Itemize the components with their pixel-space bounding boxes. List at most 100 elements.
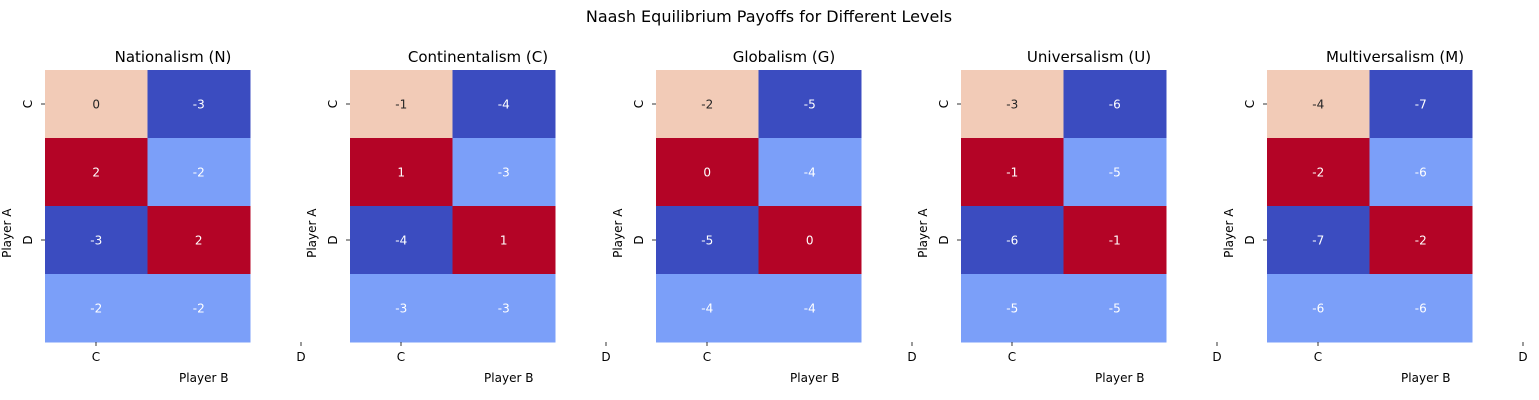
x-tick-label: D — [907, 350, 916, 364]
panel-title: Nationalism (N) — [115, 48, 232, 66]
heatmap-cell — [452, 70, 556, 139]
heatmap-cell — [1063, 70, 1167, 139]
cell-value-label: -4 — [395, 234, 407, 248]
heatmap-cell — [1267, 206, 1370, 275]
y-tick-label: D — [937, 235, 951, 244]
heatmap-cell — [1063, 274, 1167, 343]
cell-value-label: -3 — [1006, 98, 1018, 112]
heatmap-cell — [1063, 138, 1167, 207]
cell-value-label: -4 — [804, 302, 816, 316]
cell-value-label: 0 — [92, 98, 100, 112]
heatmap-cell — [758, 70, 862, 139]
y-axis-label: Player A — [1222, 208, 1236, 258]
heatmap-cell — [350, 70, 453, 139]
heatmap-panel-1: Nationalism (N) 0 -3 2 -2 -3 2 -2 -2 C D C D Player B… — [0, 48, 306, 385]
y-tick-label: C — [326, 100, 340, 108]
cell-value-label: -5 — [701, 234, 713, 248]
cell-value-label: -3 — [90, 234, 102, 248]
cell-value-label: -4 — [1312, 98, 1324, 112]
x-tick-label: C — [1314, 350, 1322, 364]
heatmap-cell — [350, 206, 453, 275]
heatmap-cell — [1369, 70, 1473, 139]
x-tick-label: C — [397, 350, 405, 364]
heatmap-panel-2: Continentalism (C) -1 -4 1 -3 -4 1 -3 -3 C D C D Play… — [305, 48, 611, 385]
heatmap-cell — [961, 70, 1064, 139]
y-tick-label: C — [937, 100, 951, 108]
heatmap-cell — [452, 206, 556, 275]
y-tick-label: D — [21, 235, 35, 244]
heatmap-cell — [350, 138, 453, 207]
y-axis-label: Player A — [305, 208, 319, 258]
y-axis-label: Player A — [916, 208, 930, 258]
heatmap-panel-3: Globalism (G) -2 -5 0 -4 -5 0 -4 -4 C D C D Player B P… — [611, 48, 917, 385]
cell-value-label: 2 — [92, 166, 100, 180]
y-axis-label: Player A — [0, 208, 14, 258]
cell-value-label: -7 — [1415, 98, 1427, 112]
cell-value-label: -1 — [1109, 234, 1121, 248]
cell-value-label: -5 — [1006, 302, 1018, 316]
y-tick-label: D — [1243, 235, 1257, 244]
heatmap-cell — [45, 274, 148, 343]
heatmap-cell — [350, 274, 453, 343]
x-tick-label: C — [1008, 350, 1016, 364]
cell-value-label: 0 — [806, 234, 814, 248]
heatmap-cell — [147, 70, 251, 139]
x-axis-label: Player B — [179, 371, 228, 385]
heatmap-cell — [1267, 274, 1370, 343]
panel-title: Universalism (U) — [1027, 48, 1151, 66]
cell-value-label: -3 — [395, 302, 407, 316]
cell-value-label: -2 — [1415, 234, 1427, 248]
x-tick-label: C — [92, 350, 100, 364]
heatmap-cell — [45, 206, 148, 275]
cell-value-label: -3 — [498, 302, 510, 316]
y-axis-label: Player A — [611, 208, 625, 258]
heatmap-cell — [1369, 274, 1473, 343]
cell-value-label: -6 — [1415, 302, 1427, 316]
heatmap-cell — [758, 274, 862, 343]
panel-title: Continentalism (C) — [408, 48, 548, 66]
cell-value-label: 2 — [195, 234, 203, 248]
cell-value-label: -2 — [193, 302, 205, 316]
y-tick-label: C — [21, 100, 35, 108]
cell-value-label: 1 — [500, 234, 508, 248]
panel-title: Multiversalism (M) — [1326, 48, 1464, 66]
cell-value-label: -5 — [1109, 166, 1121, 180]
heatmap-cell — [656, 70, 759, 139]
cell-value-label: -7 — [1312, 234, 1324, 248]
cell-value-label: -6 — [1415, 166, 1427, 180]
y-tick-label: C — [632, 100, 646, 108]
cell-value-label: -6 — [1312, 302, 1324, 316]
heatmap-cell — [45, 138, 148, 207]
heatmap-cell — [1063, 206, 1167, 275]
heatmap-cell — [1267, 70, 1370, 139]
cell-value-label: -2 — [90, 302, 102, 316]
x-tick-label: D — [1212, 350, 1221, 364]
heatmap-cell — [147, 274, 251, 343]
x-axis-label: Player B — [1401, 371, 1450, 385]
heatmap-panels: Nationalism (N) 0 -3 2 -2 -3 2 -2 -2 C D C D Player B… — [0, 48, 1528, 385]
cell-value-label: -3 — [498, 166, 510, 180]
cell-value-label: -5 — [1109, 302, 1121, 316]
x-axis-label: Player B — [790, 371, 839, 385]
figure-title: Naash Equilibrium Payoffs for Different … — [586, 7, 952, 26]
panel-title: Globalism (G) — [733, 48, 836, 66]
cell-value-label: -6 — [1006, 234, 1018, 248]
x-tick-label: D — [601, 350, 610, 364]
cell-value-label: -1 — [1006, 166, 1018, 180]
heatmap-cell — [1267, 138, 1370, 207]
heatmap-cell — [452, 138, 556, 207]
heatmap-cell — [147, 206, 251, 275]
heatmap-panel-4: Universalism (U) -3 -6 -1 -5 -6 -1 -5 -5 C D C D Play… — [916, 48, 1222, 385]
cell-value-label: -5 — [804, 98, 816, 112]
heatmap-cell — [656, 274, 759, 343]
cell-value-label: 0 — [703, 166, 711, 180]
x-tick-label: D — [296, 350, 305, 364]
heatmap-cell — [656, 138, 759, 207]
heatmap-cell — [656, 206, 759, 275]
cell-value-label: 1 — [397, 166, 405, 180]
heatmap-cell — [45, 70, 148, 139]
x-tick-label: D — [1518, 350, 1527, 364]
x-tick-label: C — [703, 350, 711, 364]
heatmap-cell — [147, 138, 251, 207]
